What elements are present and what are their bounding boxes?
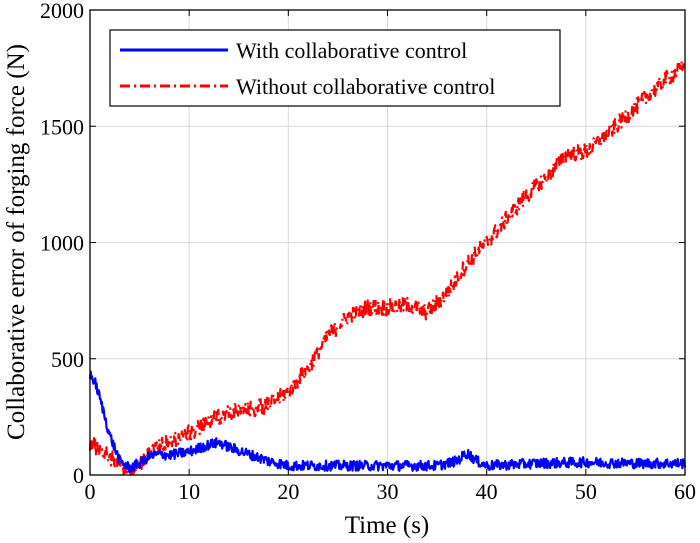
y-tick-label: 0 (73, 463, 84, 488)
y-tick-label: 2000 (40, 0, 84, 23)
y-tick-label: 500 (51, 347, 84, 372)
x-tick-label: 40 (476, 479, 498, 504)
y-axis-ticks: 0 500 1000 1500 2000 (40, 0, 685, 488)
legend: With collaborative control Without colla… (109, 29, 561, 107)
y-tick-label: 1500 (40, 114, 84, 139)
x-tick-label: 50 (575, 479, 597, 504)
legend-box (109, 29, 561, 107)
x-tick-label: 30 (377, 479, 399, 504)
legend-label-with-control: With collaborative control (236, 38, 467, 63)
y-tick-label: 1000 (40, 231, 84, 256)
legend-label-without-control: Without collaborative control (236, 74, 495, 99)
x-axis-label: Time (s) (345, 512, 430, 539)
series-line-0 (88, 370, 687, 473)
series-layer (88, 60, 687, 476)
x-axis-ticks: 0 10 20 30 40 50 60 (85, 10, 696, 504)
x-tick-label: 10 (178, 479, 200, 504)
y-axis-label: Collaborative error of forging force (N) (3, 44, 30, 440)
x-tick-label: 60 (674, 479, 696, 504)
x-tick-label: 20 (277, 479, 299, 504)
series-line-1 (88, 60, 687, 476)
x-tick-label: 0 (85, 479, 96, 504)
